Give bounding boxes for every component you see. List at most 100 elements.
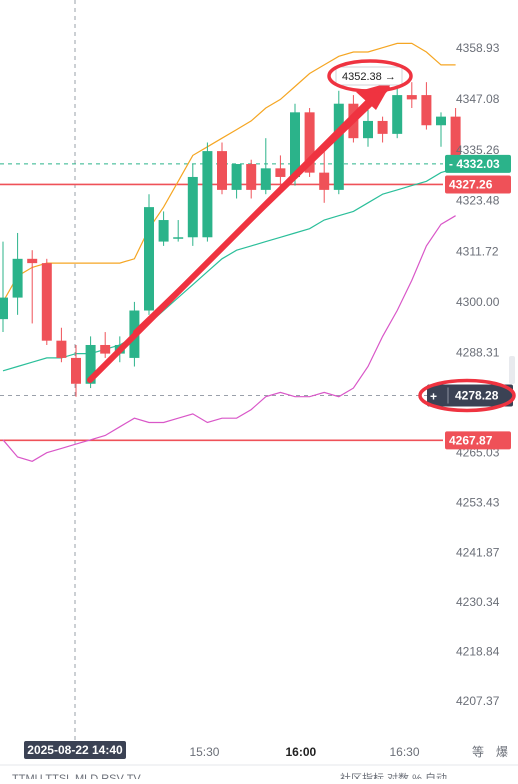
candle[interactable] <box>436 112 446 147</box>
price-tag-label: 4327.26 <box>449 177 493 191</box>
candle[interactable] <box>71 344 81 397</box>
indicator-toolbar-right[interactable]: 社区指标 对数 % 自动 <box>340 771 447 784</box>
candle[interactable] <box>377 116 388 143</box>
candle[interactable] <box>392 86 403 139</box>
annotation-layer: 4352.38 → <box>87 59 413 383</box>
price-scale-handle[interactable] <box>509 356 515 384</box>
y-axis-tick-label: 4218.84 <box>456 645 500 659</box>
candle-body <box>436 116 446 126</box>
candle-body <box>85 344 96 384</box>
candle[interactable] <box>246 159 257 199</box>
bottom-toolbar: TTMU TTSL MLD RSV TV ... 社区指标 对数 % 自动 <box>0 764 518 784</box>
y-axis-tick-label: 4335.26 <box>456 143 500 157</box>
axis-setting-label[interactable]: 爆 <box>496 745 508 759</box>
candle[interactable] <box>173 220 184 242</box>
candle-body <box>144 207 154 311</box>
crosshair-circle-annotation <box>418 378 516 413</box>
y-axis-tick-label: 4241.87 <box>456 545 500 559</box>
high-circle-annotation <box>327 59 413 93</box>
candle-body <box>246 164 257 190</box>
y-axis-tick-label: 4253.43 <box>456 496 500 510</box>
crosshair-plus-icon[interactable]: + <box>430 389 437 403</box>
candle-body <box>202 151 213 238</box>
y-axis-tick-label: 4288.31 <box>456 345 500 359</box>
candle-body <box>406 95 417 100</box>
candle[interactable] <box>363 108 373 147</box>
candle-body <box>275 168 286 177</box>
x-axis-tick-label: 16:30 <box>389 745 419 759</box>
candle-body <box>377 120 388 134</box>
candle-body <box>158 220 169 242</box>
crosshair-price-label: 4278.28 <box>455 388 499 402</box>
candle[interactable] <box>217 142 227 195</box>
candle-body <box>56 340 67 358</box>
y-axis-tick-label: 4347.08 <box>456 92 500 106</box>
candle[interactable] <box>12 232 23 315</box>
candle[interactable] <box>187 164 198 246</box>
price-tag-level_low: 4267.87 <box>445 431 511 450</box>
candle[interactable] <box>100 332 111 358</box>
candle-body <box>363 120 373 139</box>
candle-body <box>333 103 344 190</box>
candle-body <box>27 258 38 264</box>
candle-body <box>41 263 52 341</box>
candle-body <box>260 168 271 190</box>
candle-body <box>421 95 432 126</box>
indicator-lines-layer <box>2 42 456 462</box>
indicator-toolbar-left[interactable]: TTMU TTSL MLD RSV TV ... <box>12 773 153 784</box>
price-tag-label: - 4332.03 <box>449 157 500 171</box>
price-tag-bg <box>445 175 511 194</box>
candle[interactable] <box>144 194 154 315</box>
candle-body <box>304 112 315 173</box>
y-axis-tick-label: 4358.93 <box>456 41 500 55</box>
candle-body <box>319 172 330 190</box>
candle[interactable] <box>260 138 271 195</box>
high-price-label: 4352.38 → <box>342 71 396 83</box>
axis-setting-label[interactable]: 等 <box>472 745 484 759</box>
x-axis-tick-label: 15:30 <box>189 745 219 759</box>
y-axis-tick-label: 4323.48 <box>456 194 500 208</box>
price-tag-bg <box>445 154 511 173</box>
indicator-line <box>2 215 456 462</box>
high-label-box <box>335 66 403 86</box>
candle[interactable] <box>0 241 8 333</box>
candle-body <box>231 164 242 190</box>
y-axis-tick-label: 4300.00 <box>456 295 500 309</box>
candle-body <box>100 344 111 354</box>
crosshair-time-tag-bg <box>24 741 126 759</box>
candle-body <box>0 297 8 320</box>
candle[interactable] <box>406 82 417 109</box>
candle-body <box>173 237 184 239</box>
candle-body <box>12 258 23 298</box>
candle-body <box>290 112 300 177</box>
candle-body <box>392 95 403 134</box>
y-axis: 4358.93 4347.08 4335.26 4323.48 4311.72 4300.… <box>418 41 516 708</box>
candle[interactable] <box>202 142 213 242</box>
candle[interactable] <box>333 90 344 195</box>
indicator-line <box>2 167 456 372</box>
candle[interactable] <box>231 164 242 199</box>
price-tag-bg <box>445 431 511 450</box>
candle[interactable] <box>41 258 52 345</box>
x-axis-tick-label: 16:00 <box>285 745 316 759</box>
candle[interactable] <box>158 211 169 246</box>
price-tag-crosshair: +4278.28 <box>418 378 516 413</box>
y-axis-tick-label: 4311.72 <box>456 244 499 258</box>
y-axis-tick-label: 4230.34 <box>456 595 500 609</box>
candle[interactable] <box>319 146 330 203</box>
y-axis-tick-label: 4207.37 <box>456 694 500 708</box>
candle[interactable] <box>56 327 67 363</box>
price-tag-current: - 4332.03 <box>445 154 511 173</box>
candle-body <box>71 357 81 384</box>
price-tag-label: 4267.87 <box>449 433 493 447</box>
indicator-line <box>2 42 456 303</box>
price-tag-level_high: 4327.26 <box>445 175 511 194</box>
candle[interactable] <box>421 82 432 130</box>
candle-body <box>217 151 227 190</box>
trend-arrow-shaft <box>133 86 390 334</box>
candle[interactable] <box>27 250 38 324</box>
horizontal-levels-layer <box>0 163 443 442</box>
